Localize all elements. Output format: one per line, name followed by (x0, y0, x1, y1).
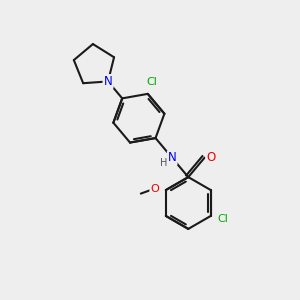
Text: Cl: Cl (146, 77, 158, 87)
Text: N: N (168, 152, 177, 164)
Text: N: N (104, 75, 112, 88)
Text: N: N (104, 75, 112, 88)
Text: O: O (206, 152, 215, 164)
Text: H: H (160, 158, 167, 168)
Text: O: O (150, 184, 159, 194)
Text: Cl: Cl (218, 214, 229, 224)
